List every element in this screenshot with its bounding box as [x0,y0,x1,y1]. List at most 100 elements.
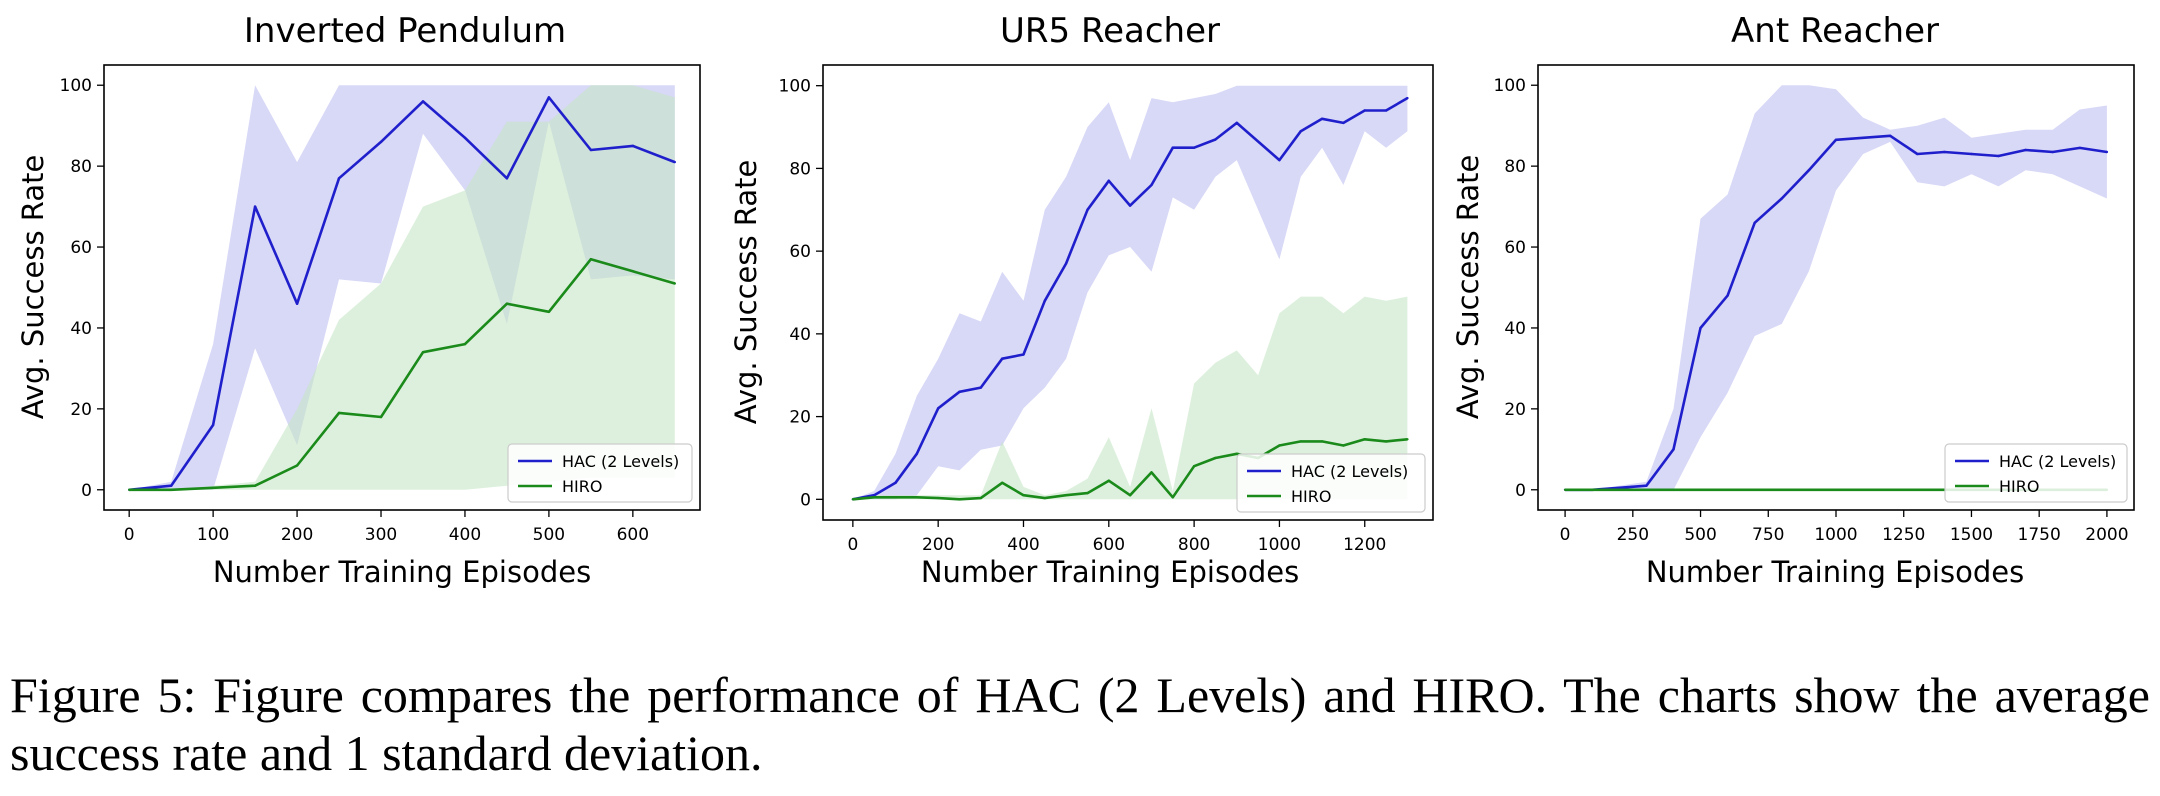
x-tick-label: 750 [1752,525,1784,545]
data-point [958,390,961,393]
y-tick-label: 60 [789,242,811,262]
x-axis-label: Number Training Episodes [1646,555,2024,589]
y-tick-label: 40 [70,319,92,339]
data-point [1807,169,1811,172]
y-tick-label: 60 [70,238,92,258]
data-point [851,498,855,501]
data-point [2078,146,2081,150]
legend-label: HAC (2 Levels) [1291,462,1408,481]
data-point [1997,154,2000,158]
data-point [1235,452,1239,455]
data-point [1150,183,1153,187]
data-point [937,407,940,410]
x-tick-label: 100 [197,525,229,545]
legend: HAC (2 Levels) HIRO [1236,453,1426,513]
x-tick-label: 400 [449,525,481,545]
data-point [1406,438,1409,441]
data-point [873,496,876,499]
data-point [1043,496,1047,500]
data-point [337,411,341,415]
data-point [1563,488,1567,491]
std-band-hiro [852,296,1408,500]
data-point [894,496,897,499]
x-tick-label: 400 [1007,535,1039,555]
data-point [979,386,982,389]
y-axis-label: Avg. Success Rate [729,160,763,425]
data-point [1618,486,1621,489]
x-tick-label: 500 [1684,525,1716,545]
data-point [1278,444,1281,447]
series-line-hiro [129,257,676,492]
data-point [337,177,341,180]
data-point [379,415,383,419]
legend-box [1236,453,1426,513]
y-tick-label: 100 [779,77,811,97]
legend-label: HIRO [1291,487,1331,506]
data-point [1916,152,1919,156]
data-point [1970,152,1973,156]
figure-caption: Figure 5: Figure compares the performanc… [10,667,2150,781]
data-point [873,494,876,497]
data-point [379,140,383,144]
x-tick-label: 1250 [1882,525,1925,545]
chart-title: Inverted Pendulum [244,11,566,51]
data-point [1214,138,1217,141]
data-point [2105,150,2109,154]
data-point [211,423,215,427]
series-line-hac [852,96,1409,501]
x-tick-label: 0 [1560,525,1571,545]
data-point [1022,494,1025,497]
data-point [421,351,425,354]
chart-ur5-reacher: UR5 Reacher 0 200 400 600 800 1000 1200 0 20 40 6… [729,11,1434,589]
y-tick-label: 60 [1504,238,1526,258]
data-point [979,496,982,500]
data-point [1861,136,1865,139]
data-point [1645,484,1648,487]
y-tick-label: 20 [789,408,811,428]
data-point [1235,121,1239,125]
y-axis-label: Avg. Success Rate [16,155,50,420]
std-band-hac [1565,85,2107,490]
x-tick-label: 1750 [2018,525,2061,545]
data-point [1726,294,1729,297]
chart-ant-reacher: Ant Reacher 0 250 500 750 1000 1250 1500 1750 20… [1451,11,2135,589]
y-tick-label: 100 [60,76,92,96]
data-point [505,177,509,180]
y-tick-label: 0 [800,490,811,510]
data-point [1753,221,1756,224]
legend-label: HAC (2 Levels) [562,452,679,471]
x-tick-label: 1000 [1814,525,1857,545]
data-point [1064,494,1068,497]
data-point [1342,444,1345,447]
x-tick-label: 2000 [2085,525,2128,545]
std-band-hac [852,85,1408,500]
data-point [295,464,299,467]
data-point [915,496,918,499]
data-point [1320,440,1324,443]
data-point [1780,197,1784,200]
chart-title: UR5 Reacher [1000,11,1220,51]
legend-box [507,443,693,503]
data-point [1128,204,1132,207]
data-point [295,302,299,305]
data-point [253,205,257,208]
legend-label: HIRO [1999,477,2039,496]
data-point [505,302,509,305]
x-tick-label: 600 [1093,535,1125,555]
data-point [631,270,634,273]
series-line-hac [129,96,676,492]
data-point [894,481,897,484]
y-tick-label: 40 [789,325,811,345]
y-tick-label: 20 [1504,400,1526,420]
data-point [1363,109,1366,112]
data-point [673,160,676,164]
plot-frame [822,64,1434,521]
data-point [1384,109,1388,112]
x-tick-label: 800 [1178,535,1210,555]
x-tick-label: 500 [533,525,565,545]
plot-frame [103,64,701,511]
data-point [1363,438,1366,441]
data-point [589,258,593,261]
x-tick-label: 200 [922,535,954,555]
data-point [589,148,593,152]
